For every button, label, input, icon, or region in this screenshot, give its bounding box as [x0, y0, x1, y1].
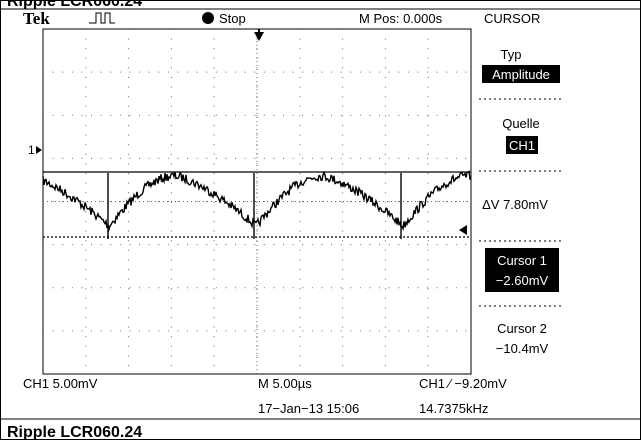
menu-value: CH1: [509, 138, 535, 153]
position: M Pos: 0.000s: [359, 11, 443, 26]
caption-bottom: Ripple LCR060.24: [7, 424, 142, 440]
menu-title: CURSOR: [484, 11, 540, 26]
trigger-position-marker: [254, 32, 264, 41]
menu-value-box: [506, 136, 538, 154]
waveform: [42, 170, 472, 239]
frequency: 14.7375kHz: [419, 401, 488, 416]
trigger-level-marker: [459, 225, 467, 235]
channel-marker: 1: [28, 143, 35, 157]
menu-separators: [479, 98, 561, 307]
caption-top: Ripple LCR060.24: [7, 1, 142, 10]
channel-marker-arrow: [36, 146, 42, 154]
graticule: [43, 29, 471, 374]
menu-label: ΔV 7.80mV: [482, 197, 548, 212]
menu-label: Cursor 2: [497, 321, 547, 336]
menu-value-box: [485, 248, 559, 292]
brand: Tek: [23, 9, 50, 28]
menu-value: Amplitude: [492, 67, 550, 82]
run-indicator: [202, 12, 214, 24]
trigger-info: CH1 ∕ −9.20mV: [419, 376, 507, 391]
timebase: M 5.00µs: [258, 376, 312, 391]
datetime: 17−Jan−13 15:06: [258, 401, 359, 416]
trigger-icon: [89, 12, 115, 24]
menu-label: Cursor 1: [497, 253, 547, 268]
menu-label: Typ: [501, 47, 522, 62]
menu-label: Quelle: [502, 116, 540, 131]
status: Stop: [219, 11, 246, 26]
channel-scale: CH1 5.00mV: [23, 376, 98, 391]
menu-value-box: [482, 65, 560, 83]
menu-value: −10.4mV: [496, 341, 549, 356]
menu-value: −2.60mV: [496, 273, 549, 288]
